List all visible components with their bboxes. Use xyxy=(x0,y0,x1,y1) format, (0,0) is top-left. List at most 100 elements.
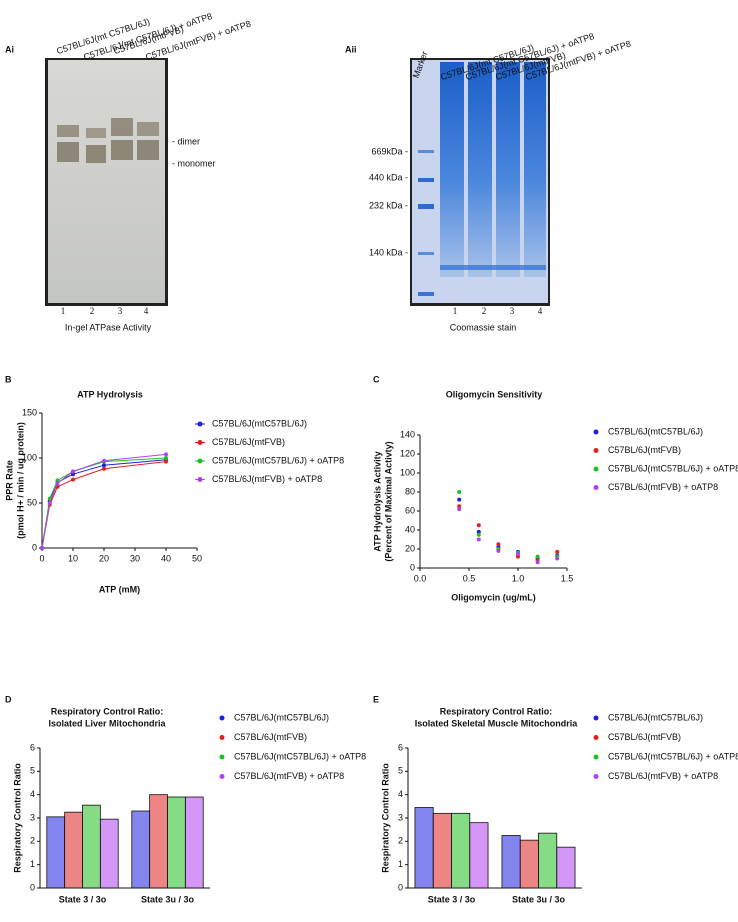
bar xyxy=(167,796,186,889)
data-point xyxy=(516,554,520,559)
y-axis-label: Respiratory Control Ratio xyxy=(380,763,390,873)
legend-label: C57BL/6J(mtC57BL/6J) + oATP8 xyxy=(608,751,738,761)
data-point xyxy=(535,560,540,565)
data-point xyxy=(555,549,560,554)
legend-marker xyxy=(593,754,599,760)
x-tick-label: 0.0 xyxy=(414,573,427,583)
x-tick-label: State 3 / 3o xyxy=(59,894,107,904)
y-tick-label: 140 xyxy=(400,429,415,439)
legend-marker xyxy=(593,735,599,740)
legend-marker xyxy=(219,774,225,779)
panel-label: D xyxy=(5,694,12,704)
series-line xyxy=(41,459,167,549)
chart-title: Respiratory Control Ratio: xyxy=(440,706,553,716)
x-tick-label: 0 xyxy=(39,553,44,563)
bar xyxy=(469,822,489,889)
y-tick-label: 60 xyxy=(405,505,415,515)
bar xyxy=(538,832,558,889)
bar xyxy=(82,804,101,889)
legend-label: C57BL/6J(mtC57BL/6J) + oATP8 xyxy=(212,455,344,465)
data-point xyxy=(457,504,462,509)
bar xyxy=(414,807,434,889)
legend-label: C57BL/6J(mtC57BL/6J) xyxy=(212,418,307,428)
data-point xyxy=(71,477,75,482)
legend-marker xyxy=(593,448,599,453)
y-tick-label: 0 xyxy=(30,882,35,892)
lane-number: 2 xyxy=(90,306,95,316)
series-line xyxy=(41,457,167,549)
legend-marker xyxy=(593,715,599,721)
legend-label: C57BL/6J(mtFVB) + oATP8 xyxy=(608,482,718,492)
chart-title: Isolated Skeletal Muscle Mitochondria xyxy=(415,718,579,728)
data-point xyxy=(535,554,540,559)
legend-label: C57BL/6J(mtFVB) xyxy=(212,437,285,447)
data-point xyxy=(457,497,462,502)
x-tick-label: 30 xyxy=(130,553,140,563)
legend-marker xyxy=(197,458,203,464)
lane-number: 1 xyxy=(453,306,458,316)
y-tick-label: 2 xyxy=(398,836,403,846)
legend-marker xyxy=(593,466,599,472)
legend-label: C57BL/6J(mtFVB) xyxy=(608,445,681,455)
y-axis-label: (Percent of Maximal Activty) xyxy=(383,441,393,561)
series-line xyxy=(41,453,167,549)
y-tick-label: 5 xyxy=(30,766,35,776)
lane-number: 2 xyxy=(482,306,487,316)
x-tick-label: 50 xyxy=(192,553,202,563)
data-point xyxy=(164,452,168,457)
size-label: 140 kDa - xyxy=(369,247,408,257)
legend-label: C57BL/6J(mtC57BL/6J) + oATP8 xyxy=(234,751,366,761)
y-tick-label: 20 xyxy=(405,543,415,553)
data-point xyxy=(496,548,501,553)
size-label: 440 kDa - xyxy=(369,172,408,182)
size-label: 232 kDa - xyxy=(369,200,408,210)
y-tick-label: 3 xyxy=(398,812,403,822)
data-point xyxy=(102,466,106,471)
bar xyxy=(46,816,66,889)
legend-marker xyxy=(219,754,225,760)
lane-number: 3 xyxy=(510,306,515,316)
data-point xyxy=(516,551,520,556)
y-tick-label: 150 xyxy=(22,407,37,417)
x-tick-label: 10 xyxy=(68,553,78,563)
y-axis-label: PPR Rate xyxy=(4,460,14,501)
data-point xyxy=(496,542,501,547)
y-tick-label: 0 xyxy=(398,882,403,892)
bar xyxy=(99,818,119,889)
y-axis-label: (pmol H+ / min / ug protein) xyxy=(15,422,25,539)
x-tick-label: 0.5 xyxy=(463,573,476,583)
legend-marker xyxy=(197,440,203,445)
legend-marker xyxy=(219,715,225,721)
legend-label: C57BL/6J(mtC57BL/6J) xyxy=(608,712,703,722)
y-tick-label: 50 xyxy=(27,497,37,507)
bar xyxy=(64,811,83,889)
gel-image-aii xyxy=(410,58,550,306)
y-tick-label: 0 xyxy=(32,542,37,552)
y-tick-label: 40 xyxy=(405,524,415,534)
bar xyxy=(149,794,168,889)
data-point xyxy=(476,523,481,528)
legend-label: C57BL/6J(mtFVB) xyxy=(234,732,307,742)
x-tick-label: State 3 / 3o xyxy=(428,894,476,904)
bar xyxy=(451,812,471,889)
y-tick-label: 6 xyxy=(30,742,35,752)
data-point xyxy=(102,463,106,468)
size-label: 669kDa - xyxy=(371,146,408,156)
x-tick-label: State 3u / 3o xyxy=(512,894,566,904)
x-axis-label: Oligomycin (ug/mL) xyxy=(451,592,536,602)
y-tick-label: 1 xyxy=(30,859,35,869)
y-tick-label: 80 xyxy=(405,486,415,496)
legend-label: C57BL/6J(mtC57BL/6J) + oATP8 xyxy=(608,463,738,473)
data-point xyxy=(457,507,462,512)
data-point xyxy=(555,556,560,561)
y-axis-label: Respiratory Control Ratio xyxy=(12,763,22,873)
data-point xyxy=(164,459,168,464)
data-point xyxy=(47,501,52,505)
bar xyxy=(501,835,521,889)
panel-label: Ai xyxy=(5,44,14,54)
data-point xyxy=(102,458,106,463)
x-tick-label: 40 xyxy=(161,553,171,563)
y-tick-label: 4 xyxy=(30,789,35,799)
data-point xyxy=(164,456,168,460)
lane-number: 4 xyxy=(144,306,149,316)
